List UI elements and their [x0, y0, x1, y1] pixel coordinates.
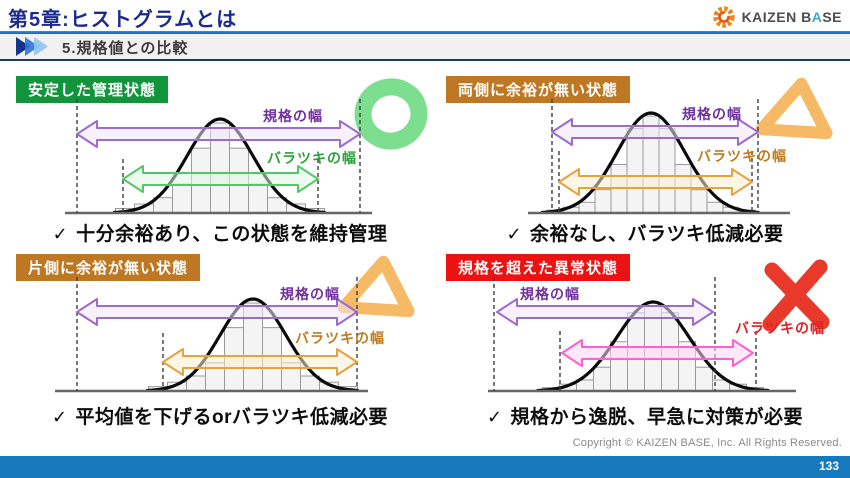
svg-text:規格の幅: 規格の幅 [520, 286, 580, 302]
ng-cross-mark [762, 259, 830, 332]
state-label: 安定した管理状態 [16, 76, 169, 103]
footer-bar: 133 [0, 456, 850, 478]
section-title: 5.規格値との比較 [62, 40, 189, 57]
page-title: 第5章:ヒストグラムとは [8, 9, 238, 31]
checkmark-icon: ✓ [52, 224, 69, 244]
state-label: 片側に余裕が無い状態 [16, 254, 201, 281]
kaizen-base-logo: KAIZEN BASE [711, 4, 842, 30]
quadrant-out-of-spec: 規格を超えた異常状態 規格の幅バラツキの幅 ✓ 規格から逸脱、早急に対策が必要 [440, 250, 850, 435]
caption: ✓ 規格から逸脱、早急に対策が必要 [486, 407, 804, 428]
warning-triangle-mark [337, 255, 415, 318]
caption: ✓ 余裕なし、バラツキ低減必要 [506, 224, 784, 245]
gear-icon [712, 6, 735, 28]
ok-circle-mark [354, 78, 428, 150]
quadrant-no-margin-both-sides: 両側に余裕が無い状態 規格の幅バラツキの幅 ✓ 余裕なし、バラツキ低減必要 [440, 72, 850, 250]
caption: ✓ 平均値を下げるorバラツキ低減必要 [51, 407, 389, 428]
svg-text:バラツキの幅: バラツキの幅 [267, 150, 357, 166]
copyright-text: Copyright © KAIZEN BASE, Inc. All Rights… [572, 437, 842, 449]
header: 第5章:ヒストグラムとは KAIZEN BASE [0, 0, 850, 31]
state-label: 規格を超えた異常状態 [446, 254, 631, 281]
checkmark-icon: ✓ [506, 224, 523, 244]
svg-text:バラツキの幅: バラツキの幅 [295, 330, 385, 346]
quadrant-no-margin-one-side: 片側に余裕が無い状態 規格の幅バラツキの幅 ✓ 平均値を下げるorバラツキ低減必要 [10, 250, 430, 435]
checkmark-icon: ✓ [51, 407, 68, 427]
section-bar: 5.規格値との比較 [0, 34, 850, 61]
svg-text:バラツキの幅: バラツキの幅 [697, 148, 787, 164]
quadrant-stable-state: 安定した管理状態 規格の幅バラツキの幅 ✓ 十分余裕あり、この状態を維持管理 [10, 72, 430, 250]
checkmark-icon: ✓ [486, 407, 503, 427]
svg-text:バラツキの幅: バラツキの幅 [735, 320, 825, 336]
state-label: 両側に余裕が無い状態 [446, 76, 631, 103]
caption: ✓ 十分余裕あり、この状態を維持管理 [52, 224, 388, 245]
brand-text: KAIZEN BASE [741, 9, 842, 25]
svg-text:規格の幅: 規格の幅 [263, 108, 323, 124]
chevron-right-icon [16, 37, 48, 56]
svg-text:規格の幅: 規格の幅 [682, 106, 742, 122]
warning-triangle-mark [755, 77, 833, 140]
header-divider [0, 31, 850, 34]
page-number: 133 [818, 459, 839, 473]
svg-text:規格の幅: 規格の幅 [280, 286, 340, 302]
